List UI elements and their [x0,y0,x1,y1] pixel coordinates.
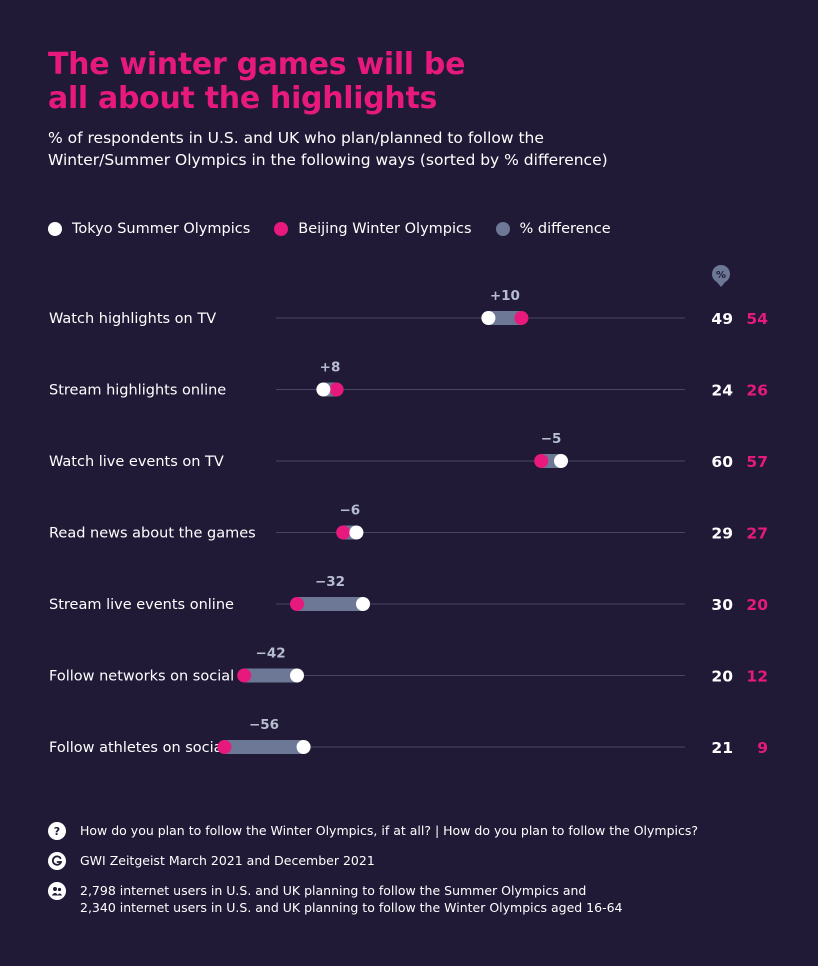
legend-item-summer: Tokyo Summer Olympics [48,221,250,237]
summer-point [481,311,496,325]
winter-value-label: 9 [757,739,768,757]
chart-footer: ? How do you plan to follow the Winter O… [48,822,788,928]
question-icon: ? [48,822,66,840]
footer-question: ? How do you plan to follow the Winter O… [48,822,788,840]
summer-point [316,382,331,397]
difference-label: −32 [315,574,345,590]
summer-point [296,740,311,754]
percent-badge-pointer [716,281,726,287]
footer-base-line: 2,798 internet users in U.S. and UK plan… [80,883,587,898]
winter-point [329,382,344,397]
people-icon [48,882,66,900]
footer-question-text: How do you plan to follow the Winter Oly… [80,823,699,838]
summer-point [290,668,304,683]
people-icon-shape [51,887,63,896]
category-label: Follow athletes on social [49,740,227,756]
difference-label: +8 [320,360,341,376]
winter-point [336,525,351,540]
difference-label: +10 [490,288,520,304]
percent-badge: % [712,265,730,287]
category-label: Follow networks on social [49,669,234,685]
summer-value-label: 49 [711,310,733,328]
gwi-logo-icon [48,852,66,870]
winter-point [534,454,549,468]
summer-point [349,525,364,540]
category-label: Watch highlights on TV [49,311,216,327]
legend-dot-winter-icon [274,222,289,236]
legend-label-diff: % difference [519,221,611,237]
legend-dot-diff-icon [495,222,510,236]
winter-value-label: 26 [746,382,768,400]
summer-value-label: 21 [711,739,733,757]
category-label: Watch live events on TV [49,454,224,470]
percent-badge-label: % [716,270,726,281]
difference-label: −56 [249,717,279,733]
legend-dot-summer-icon [48,222,62,236]
category-label: Read news about the games [49,526,256,542]
chart-rows: Watch highlights on TV +10 49 54 Stream high… [49,288,768,757]
difference-label: −42 [256,646,286,662]
footer-source-text: GWI Zeitgeist March 2021 and December 20… [80,853,375,868]
footer-base-line: 2,340 internet users in U.S. and UK plan… [80,900,623,915]
dumbbell-chart: % Watch highlights on TV +10 49 54 Stream hi… [49,265,768,757]
summer-value-label: 60 [711,453,733,471]
winter-point [290,597,304,611]
chart-subtitle: % of respondents in U.S. and UK who plan… [48,127,788,171]
summer-value-label: 29 [711,525,733,543]
difference-label: −5 [541,431,562,447]
percent-badge-icon [712,265,730,283]
summer-value-label: 30 [711,596,733,614]
winter-value-label: 20 [746,596,768,614]
winter-point [237,668,252,683]
summer-value-label: 24 [711,382,733,400]
chart-title-line: all about the highlights [48,81,438,116]
footer-source: GWI Zeitgeist March 2021 and December 20… [48,852,788,870]
chart-legend: Tokyo Summer Olympics Beijing Winter Oly… [48,218,635,240]
legend-label-summer: Tokyo Summer Olympics [72,221,251,237]
chart-title-line: The winter games will be [48,47,466,82]
chart-subtitle-line: % of respondents in U.S. and UK who plan… [48,129,544,147]
winter-value-label: 57 [746,453,768,471]
category-label: Stream highlights online [49,383,226,399]
summer-value-label: 20 [711,668,733,686]
legend-label-winter: Beijing Winter Olympics [298,221,472,237]
footer-base: 2,798 internet users in U.S. and UK plan… [48,882,788,916]
chart-subtitle-line: Winter/Summer Olympics in the following … [48,151,608,169]
legend-item-diff: % difference [495,221,611,237]
winter-point [514,311,529,325]
difference-label: −6 [339,503,360,519]
winter-value-label: 27 [746,525,768,543]
gwi-logo-icon-shape [51,855,63,866]
legend-item-winter: Beijing Winter Olympics [274,221,472,237]
summer-point [554,454,568,468]
category-label: Stream live events online [49,597,234,613]
chart-title: The winter games will be all about the h… [48,48,768,116]
summer-point [356,597,370,611]
winter-value-label: 54 [746,310,768,328]
footer-base-text: 2,798 internet users in U.S. and UK plan… [80,882,623,916]
winter-value-label: 12 [746,668,768,686]
winter-point [217,740,232,754]
